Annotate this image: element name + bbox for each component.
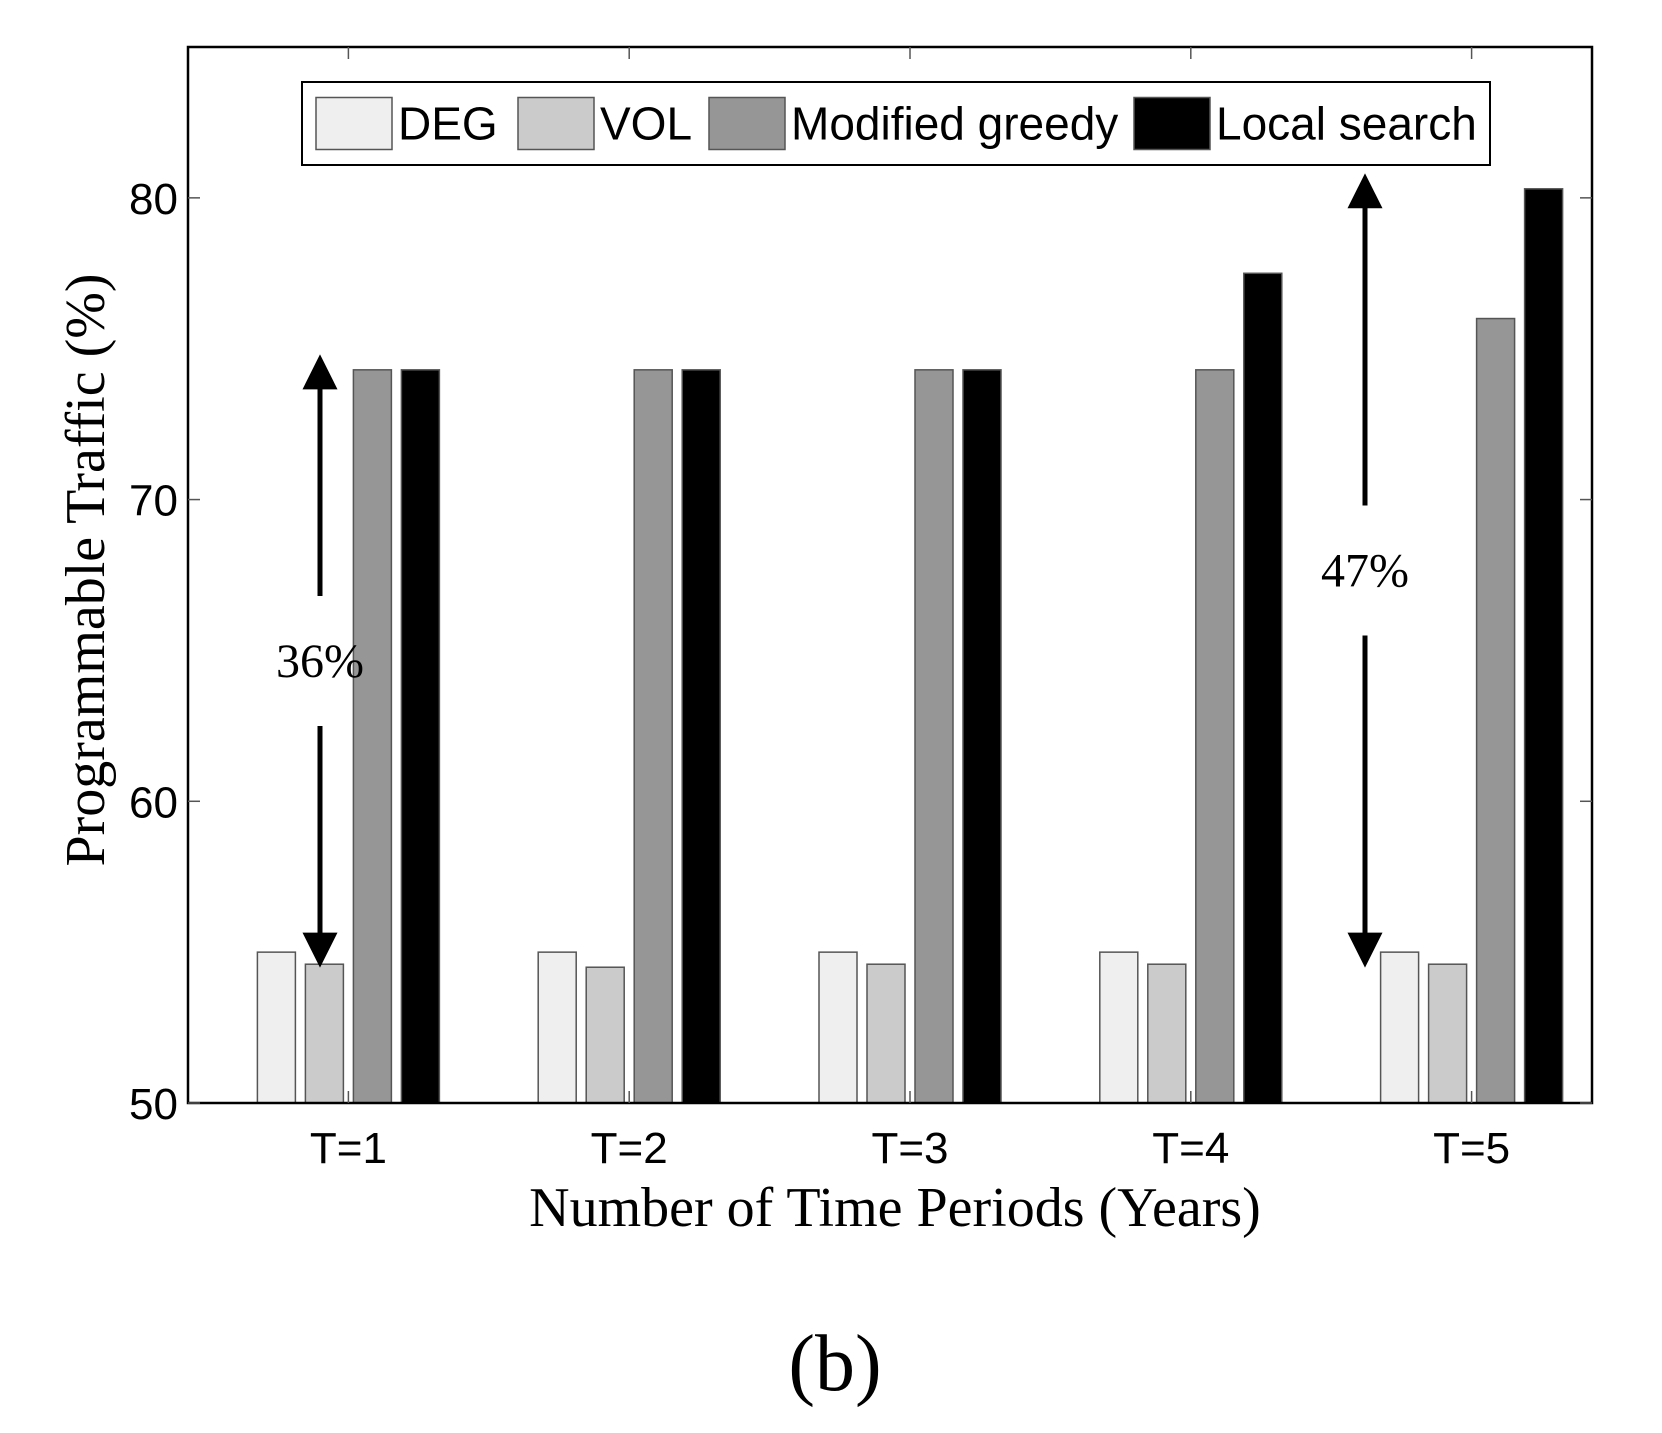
bar-deg-t1	[256, 951, 297, 1104]
legend-swatch-vol	[517, 96, 595, 151]
bar-local-search-t5	[1523, 188, 1564, 1104]
legend-label-deg: DEG	[398, 98, 498, 150]
bar-modified-greedy-t2	[633, 369, 673, 1104]
bar-vol-t3	[866, 963, 906, 1104]
bar-deg-t2	[537, 951, 577, 1104]
legend-label-modified-greedy: Modified greedy	[791, 98, 1118, 150]
x-axis-label: Number of Time Periods (Years)	[529, 1177, 1261, 1239]
bar-local-search-t4	[1243, 272, 1283, 1104]
legend: DEG VOL Modified greedy Local search	[301, 81, 1491, 166]
x-tick-label: T=2	[591, 1124, 668, 1173]
annotation-label: 36%	[276, 635, 364, 688]
bar-deg-t4	[1099, 951, 1139, 1104]
bar-local-search-t3	[962, 369, 1002, 1104]
bar-vol-t5	[1427, 963, 1468, 1104]
plot-frame	[186, 45, 1594, 1105]
legend-label-local-search: Local search	[1216, 98, 1477, 150]
bar-modified-greedy-t4	[1195, 369, 1235, 1104]
x-tick-label: T=4	[1152, 1124, 1229, 1173]
bar-vol-t4	[1147, 963, 1187, 1104]
legend-swatch-modified-greedy	[708, 96, 786, 151]
y-tick-label: 60	[129, 778, 178, 827]
x-tick-label: T=3	[871, 1124, 948, 1173]
legend-label-vol: VOL	[600, 98, 692, 150]
bar-modified-greedy-t5	[1475, 317, 1516, 1104]
bar-modified-greedy-t1	[352, 369, 393, 1104]
bars	[256, 188, 1564, 1104]
bar-modified-greedy-t3	[914, 369, 954, 1104]
bar-vol-t2	[585, 966, 625, 1104]
y-tick-label: 80	[129, 175, 178, 224]
annotations: 36% 47%	[276, 173, 1409, 968]
legend-box	[301, 81, 1491, 166]
y-tick-label: 70	[129, 477, 178, 526]
legend-swatch-deg	[315, 96, 393, 151]
bar-deg-t5	[1379, 951, 1420, 1104]
bar-deg-t3	[818, 951, 858, 1104]
bar-local-search-t1	[400, 369, 441, 1104]
axes: 50 60 70 80 T=1 T=2 T=3 T=4 T=5	[129, 45, 1594, 1173]
bar-vol-t1	[304, 963, 345, 1104]
x-tick-label: T=1	[310, 1124, 387, 1173]
annotation-label: 47%	[1321, 544, 1409, 597]
y-axis-label: Programmable Traffic (%)	[55, 273, 117, 866]
y-tick-label: 50	[129, 1080, 178, 1129]
bar-local-search-t2	[681, 369, 721, 1104]
legend-swatch-local-search	[1133, 96, 1211, 151]
figure-caption: (b)	[788, 1320, 881, 1408]
x-tick-label: T=5	[1433, 1124, 1510, 1173]
